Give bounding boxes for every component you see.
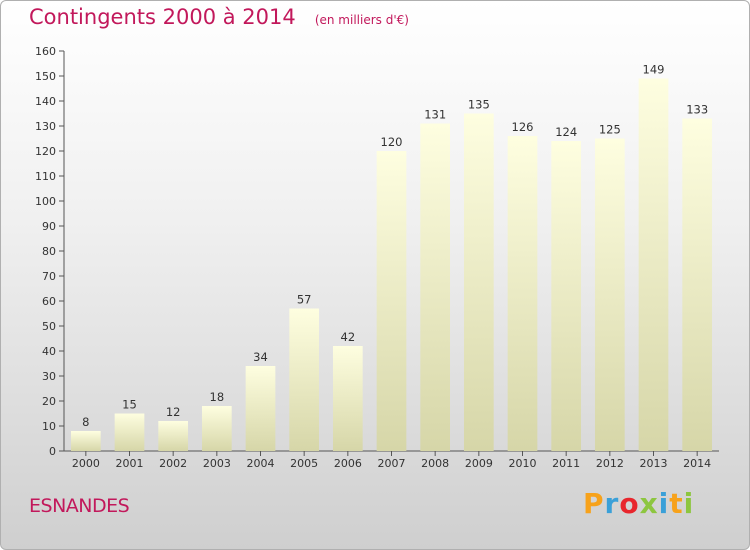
x-tick-label-2007: 2007: [378, 457, 406, 470]
x-tick-label-2002: 2002: [159, 457, 187, 470]
data-label-2010: 126: [512, 120, 534, 134]
y-tick-label: 120: [35, 145, 56, 158]
bar-2006[interactable]: [332, 346, 363, 451]
x-tick-label-2003: 2003: [203, 457, 231, 470]
bar-2004[interactable]: [245, 366, 276, 451]
chart-title: Contingents 2000 à 2014: [29, 5, 296, 29]
y-tick-label: 100: [35, 195, 56, 208]
data-label-2013: 149: [643, 63, 665, 77]
y-tick-label: 70: [42, 270, 56, 283]
logo-letter: t: [669, 487, 684, 520]
y-tick-label: 80: [42, 245, 56, 258]
data-label-2014: 133: [686, 103, 708, 117]
logo-letter: r: [604, 487, 620, 520]
title-row: Contingents 2000 à 2014 (en milliers d'€…: [29, 5, 409, 29]
y-tick-label: 50: [42, 320, 56, 333]
bar-2001[interactable]: [114, 413, 145, 452]
y-tick-label: 90: [42, 220, 56, 233]
logo-letter: o: [619, 487, 640, 520]
bar-2014[interactable]: [682, 118, 713, 452]
data-label-2002: 12: [166, 405, 181, 419]
data-labels: 8 15 12 18 34 57 42 120 131 135 126 124 125 149 133: [82, 63, 708, 430]
y-tick-label: 110: [35, 170, 56, 183]
x-tick-label-2000: 2000: [72, 457, 100, 470]
data-label-2003: 18: [210, 390, 225, 404]
bar-2011[interactable]: [551, 141, 582, 451]
x-tick-label-2013: 2013: [640, 457, 668, 470]
logo-letter: P: [583, 487, 605, 520]
bar-2002[interactable]: [158, 421, 189, 451]
x-tick-label-2014: 2014: [683, 457, 711, 470]
x-tick-label-2011: 2011: [552, 457, 580, 470]
y-tick-label: 40: [42, 345, 56, 358]
axes: 0 10 20 30 40 50 60 70 80 90 100 110 120 130 140 150 160…: [35, 45, 719, 470]
data-label-2004: 34: [253, 350, 268, 364]
y-tick-label: 20: [42, 395, 56, 408]
bar-2005[interactable]: [289, 308, 320, 452]
y-tick-label: 10: [42, 420, 56, 433]
x-tick-label-2005: 2005: [290, 457, 318, 470]
bar-2000[interactable]: [70, 431, 101, 451]
y-tick-label: 30: [42, 370, 56, 383]
data-label-2006: 42: [341, 330, 356, 344]
x-tick-label-2004: 2004: [247, 457, 275, 470]
data-label-2001: 15: [122, 398, 137, 412]
x-tick-label-2012: 2012: [596, 457, 624, 470]
data-label-2008: 131: [424, 108, 446, 122]
logo-letter: i: [658, 487, 670, 520]
proxiti-logo[interactable]: Proxiti: [583, 487, 694, 520]
logo-letter: x: [639, 487, 659, 520]
data-label-2005: 57: [297, 293, 312, 307]
chart-subtitle: (en milliers d'€): [314, 13, 409, 27]
bar-2007[interactable]: [376, 151, 407, 451]
data-label-2000: 8: [82, 415, 89, 429]
y-tick-label: 60: [42, 295, 56, 308]
bar-2009[interactable]: [463, 113, 494, 452]
y-tick-label: 160: [35, 45, 56, 58]
data-label-2011: 124: [555, 125, 577, 139]
place-name: ESNANDES: [29, 495, 130, 517]
y-tick-label: 140: [35, 95, 56, 108]
x-tick-label-2010: 2010: [509, 457, 537, 470]
bar-2012[interactable]: [594, 138, 625, 452]
data-label-2009: 135: [468, 98, 490, 112]
y-tick-label: 0: [49, 445, 56, 458]
y-tick-label: 150: [35, 70, 56, 83]
data-label-2007: 120: [381, 135, 403, 149]
bar-2003[interactable]: [201, 406, 232, 451]
logo-letter: i: [683, 487, 695, 520]
data-label-2012: 125: [599, 123, 621, 137]
bar-2010[interactable]: [507, 136, 538, 451]
x-tick-label-2009: 2009: [465, 457, 493, 470]
x-tick-label-2006: 2006: [334, 457, 362, 470]
bars: [70, 78, 713, 452]
x-tick-label-2001: 2001: [116, 457, 144, 470]
x-tick-label-2008: 2008: [421, 457, 449, 470]
bar-2013[interactable]: [638, 78, 669, 452]
bar-2008[interactable]: [420, 123, 451, 452]
y-tick-label: 130: [35, 120, 56, 133]
